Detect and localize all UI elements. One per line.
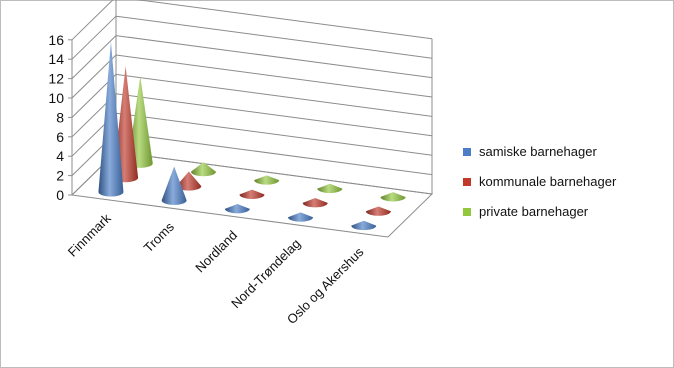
cone-body (98, 41, 124, 197)
cone-0-1 (161, 166, 187, 205)
cone-2-1 (190, 162, 216, 177)
gridline-back-6 (115, 35, 433, 79)
cone-body (254, 175, 280, 185)
y-tick-label-3: 6 (56, 129, 64, 145)
y-tick-label-2: 4 (56, 148, 64, 164)
cone-2-3 (317, 183, 343, 194)
gridline-back-8 (136, 0, 433, 40)
cone-body (239, 189, 265, 199)
cone-1-1 (176, 171, 202, 191)
y-tick-label-6: 12 (48, 71, 64, 87)
legend-swatch-0 (463, 148, 471, 156)
cone-0-2 (224, 203, 250, 214)
y-tick-label-1: 2 (56, 168, 64, 184)
gridline-back-3 (115, 93, 433, 137)
legend-swatch-2 (463, 208, 471, 216)
y-tick-label-8: 16 (48, 32, 64, 48)
y-tick-label-0: 0 (56, 187, 64, 203)
category-label-1: Troms (141, 219, 178, 256)
gridline-back-7 (115, 15, 433, 59)
cone-body (176, 171, 202, 191)
cone-1-2 (239, 189, 265, 199)
cone-body (380, 192, 406, 202)
gridline-side-7 (71, 15, 117, 60)
cone-body (365, 206, 391, 216)
y-axis-ticks: 0 2 4 6 8 10 12 14 16 (48, 32, 73, 203)
cone-body (351, 220, 377, 231)
gridline-back-5 (115, 54, 433, 98)
cone-0-3 (288, 212, 314, 222)
cone-2-4 (380, 192, 406, 202)
chart-gridlines (71, 0, 433, 196)
cone-1-3 (302, 198, 328, 208)
category-label-2: Nordland (192, 228, 240, 276)
gridline-side-5 (71, 54, 117, 99)
legend-label-1: kommunale barnehager (479, 174, 617, 189)
cone-0-4 (351, 220, 377, 231)
cone-2-2 (254, 175, 280, 185)
gridline-back-4 (115, 73, 433, 117)
cone-body (190, 162, 216, 177)
legend-swatch-1 (463, 178, 471, 186)
chart-walls (115, 0, 433, 194)
y-tick-label-7: 14 (48, 51, 64, 67)
cone-1-4 (365, 206, 391, 216)
chart-cones (98, 41, 406, 231)
gridline-side-8 (71, 0, 114, 41)
cone-body (302, 198, 328, 208)
legend: samiske barnehager kommunale barnehager pr… (463, 144, 617, 219)
legend-label-2: private barnehager (479, 204, 589, 219)
cone-body (317, 183, 343, 194)
legend-label-0: samiske barnehager (479, 144, 597, 159)
y-tick-label-5: 10 (48, 90, 64, 106)
gridline-side-6 (71, 35, 117, 79)
cone-body (224, 203, 250, 214)
cone-0-0 (98, 41, 124, 197)
gridline-back-2 (115, 112, 433, 156)
cone-body (288, 212, 314, 222)
category-label-4: Oslo og Akershus (284, 244, 367, 327)
y-tick-label-4: 8 (56, 109, 64, 125)
category-label-3: Nord-Trøndelag (228, 236, 303, 311)
category-label-0: Finnmark (65, 210, 114, 259)
cone-body (161, 166, 187, 205)
gridline-back-1 (115, 132, 433, 176)
